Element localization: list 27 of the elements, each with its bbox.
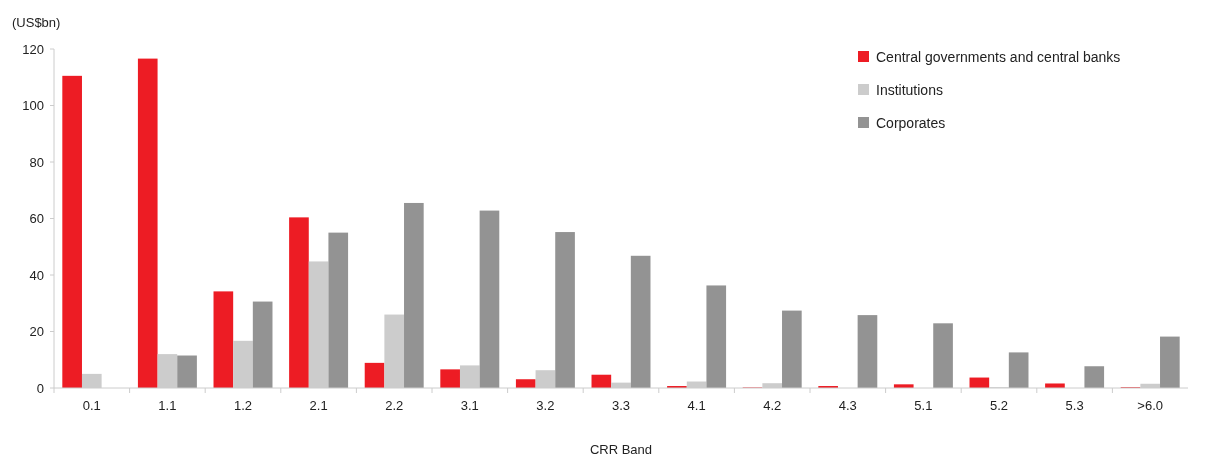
x-tick-label: 2.2 <box>385 398 404 413</box>
y-tick-label: 20 <box>29 324 44 340</box>
x-tick-label: 4.3 <box>838 398 857 413</box>
legend-label: Corporates <box>876 114 946 131</box>
y-tick-label: 60 <box>29 211 44 227</box>
x-tick-label: 5.3 <box>1065 398 1084 413</box>
legend-label: Institutions <box>876 81 943 98</box>
legend-label: Central governments and central banks <box>876 48 1121 65</box>
y-tick-label: 40 <box>29 267 44 283</box>
x-tick-label: 3.3 <box>611 398 631 413</box>
y-axis-title: (US$bn) <box>12 15 61 30</box>
x-tick-label: 5.2 <box>989 398 1009 413</box>
x-axis-title: CRR Band <box>589 442 653 457</box>
x-tick-label: >6.0 <box>1137 398 1164 413</box>
y-tick-label: 0 <box>36 380 44 396</box>
x-tick-label: 4.1 <box>687 398 706 413</box>
x-tick-label: 1.2 <box>233 398 253 413</box>
x-tick-label: 3.1 <box>460 398 479 413</box>
y-tick-label: 80 <box>29 154 44 170</box>
y-tick-label: 120 <box>22 41 44 57</box>
y-tick-label: 100 <box>22 98 44 114</box>
x-tick-label: 3.2 <box>536 398 555 413</box>
x-tick-label: 1.1 <box>158 398 177 413</box>
x-tick-label: 4.2 <box>763 398 782 413</box>
x-tick-label: 2.1 <box>309 398 328 413</box>
x-tick-label: 0.1 <box>82 398 101 413</box>
x-tick-label: 5.1 <box>914 398 933 413</box>
